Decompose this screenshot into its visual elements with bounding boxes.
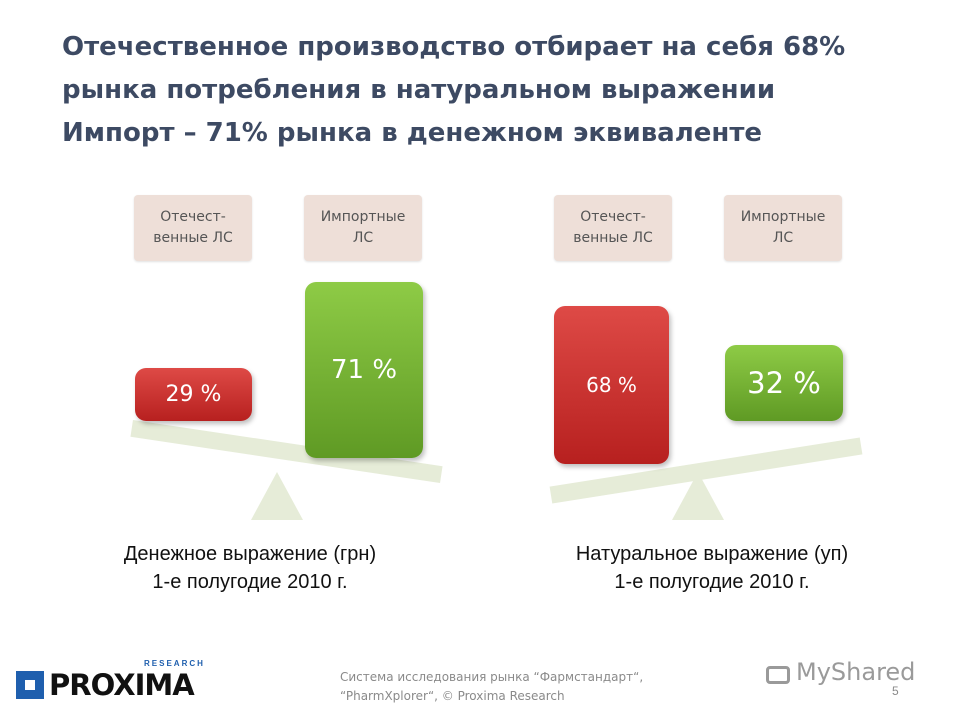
logo-square-icon: [16, 671, 44, 699]
page-number: 5: [892, 684, 899, 698]
watermark: MyShared: [766, 658, 915, 686]
footer-source: Система исследования рынка “Фармстандарт…: [340, 670, 644, 703]
bar-domestic-monetary: 29 %: [135, 368, 252, 421]
category-label-import: Импортные ЛС: [304, 195, 422, 261]
bar-import-monetary: 71 %: [305, 282, 423, 458]
chart-caption-natural: Натуральное выражение (уп) 1-е полугодие…: [575, 543, 849, 593]
logo-text: PROXIMA: [49, 668, 195, 702]
bar-domestic-natural: 68 %: [554, 306, 669, 464]
bar-import-natural: 32 %: [725, 345, 843, 421]
presentation-icon: [766, 666, 790, 684]
chart-caption-monetary: Денежное выражение (грн) 1-е полугодие 2…: [123, 543, 377, 593]
title-line-2: рынка потребления в натуральном выражени…: [62, 75, 776, 105]
title-line-3: Импорт – 71% рынка в денежном эквивалент…: [62, 118, 763, 148]
proxima-logo: PROXIMA RESEARCH: [16, 659, 203, 703]
slide-title: Отечественное производство отбирает на с…: [62, 26, 922, 155]
scale-fulcrum: [251, 472, 303, 520]
title-line-1: Отечественное производство отбирает на с…: [62, 32, 846, 62]
logo-subtext: RESEARCH: [144, 659, 205, 668]
category-label-import: Импортные ЛС: [724, 195, 842, 261]
category-label-domestic: Отечест-венные ЛС: [134, 195, 252, 261]
category-label-domestic: Отечест-венные ЛС: [554, 195, 672, 261]
